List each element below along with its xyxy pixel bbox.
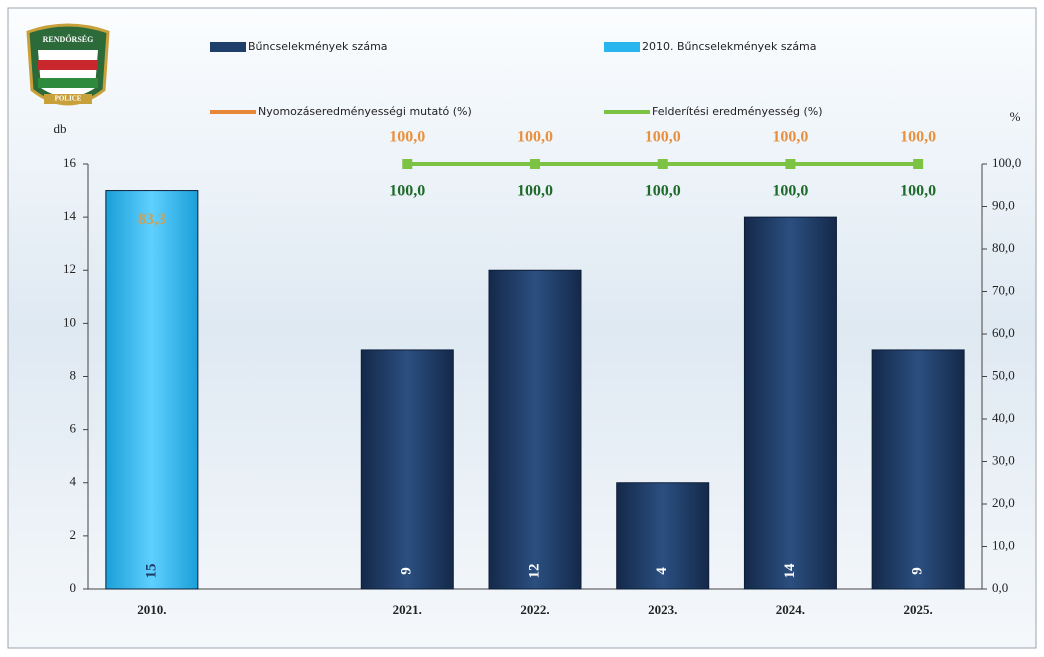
- bar: [616, 482, 710, 590]
- bar-value-label: 14: [782, 563, 798, 579]
- y2-tick-label: 80,0: [992, 240, 1015, 255]
- line-value-label: 100,0: [645, 129, 681, 146]
- y2-axis-label: %: [1010, 109, 1021, 124]
- line-value-label: 100,0: [900, 129, 936, 146]
- x-tick-label: 2025.: [904, 602, 933, 617]
- bar: [488, 269, 582, 590]
- logo: RENDŐRSÉG POLICE: [26, 23, 110, 106]
- line-value-label: 100,0: [517, 129, 553, 146]
- line-value-label: 100,0: [900, 183, 936, 200]
- line-value-label: 100,0: [772, 129, 808, 146]
- y-tick-label: 12: [63, 261, 76, 276]
- bar-value-label: 4: [654, 567, 670, 575]
- bar: [105, 190, 199, 590]
- line-marker: [913, 159, 924, 169]
- logo-top: RENDŐRSÉG: [43, 34, 94, 44]
- y-tick-label: 2: [70, 527, 77, 542]
- bar: [871, 349, 965, 590]
- legend-swatch: [604, 42, 640, 52]
- y2-tick-label: 0,0: [992, 580, 1008, 595]
- y-tick-label: 14: [63, 208, 77, 223]
- x-tick-label: 2010.: [137, 602, 166, 617]
- bar-value-label: 15: [143, 564, 159, 579]
- bar-value-label: 9: [399, 567, 415, 575]
- logo-bottom: POLICE: [55, 95, 82, 103]
- line-value-label: 100,0: [645, 183, 681, 200]
- line-marker: [785, 159, 796, 169]
- bar: [360, 349, 454, 590]
- y2-tick-label: 10,0: [992, 537, 1015, 552]
- line-value-label: 100,0: [517, 183, 553, 200]
- y2-tick-label: 100,0: [992, 155, 1021, 170]
- x-tick-label: 2021.: [393, 602, 422, 617]
- line-value-label: 100,0: [772, 183, 808, 200]
- bar: [743, 216, 837, 590]
- y2-tick-label: 90,0: [992, 197, 1015, 212]
- bar-value-label: 9: [910, 567, 926, 575]
- y-tick-label: 0: [70, 580, 77, 595]
- line-value-label: 83,3: [138, 211, 166, 228]
- y2-tick-label: 40,0: [992, 410, 1015, 425]
- legend-label: Felderítési eredményesség (%): [652, 105, 823, 118]
- y-tick-label: 16: [63, 155, 77, 170]
- bar-value-label: 12: [526, 564, 542, 579]
- y2-tick-label: 30,0: [992, 452, 1015, 467]
- y-axis-label: db: [54, 121, 67, 136]
- legend-label: 2010. Bűncselekmények száma: [642, 40, 817, 53]
- line-marker: [657, 159, 668, 169]
- y-tick-label: 4: [70, 474, 77, 489]
- line-marker: [530, 159, 540, 169]
- line-value-label: 100,0: [389, 183, 425, 200]
- x-tick-label: 2023.: [648, 602, 677, 617]
- legend-label: Bűncselekmények száma: [248, 40, 388, 53]
- y-tick-label: 6: [70, 421, 77, 436]
- y-tick-label: 8: [70, 367, 77, 382]
- line-value-label: 100,0: [389, 129, 425, 146]
- y2-tick-label: 50,0: [992, 367, 1015, 382]
- y-tick-label: 10: [63, 314, 76, 329]
- y2-tick-label: 20,0: [992, 495, 1015, 510]
- x-tick-label: 2024.: [776, 602, 805, 617]
- y2-tick-label: 60,0: [992, 325, 1015, 340]
- y2-tick-label: 70,0: [992, 282, 1015, 297]
- legend-swatch: [210, 42, 246, 52]
- x-tick-label: 2022.: [520, 602, 549, 617]
- line-marker: [402, 159, 413, 169]
- legend-label: Nyomozáseredményességi mutató (%): [258, 105, 472, 118]
